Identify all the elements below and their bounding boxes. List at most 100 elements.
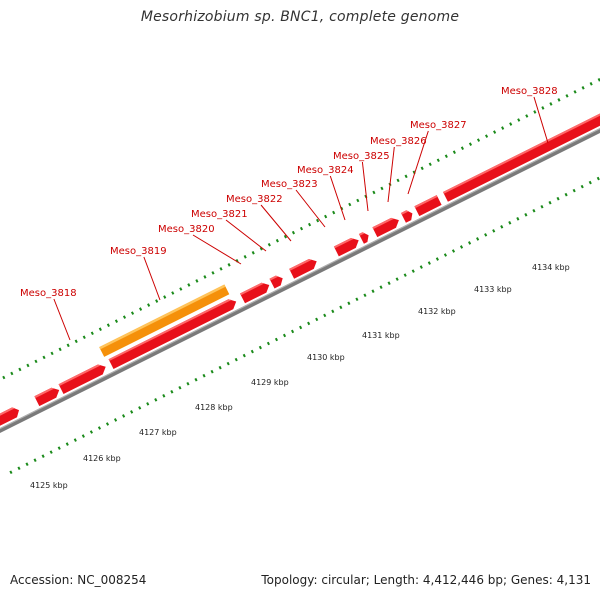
tick-mark — [122, 414, 126, 418]
tick-mark — [34, 359, 38, 364]
gene-arrow-shine — [333, 238, 354, 249]
kbp-label: 4130 kbp — [307, 353, 345, 362]
tick-mark — [251, 250, 255, 255]
tick-mark — [332, 210, 336, 215]
gene-label[interactable]: Meso_3825 — [333, 151, 390, 162]
tick-mark — [105, 422, 110, 426]
tick-mark — [435, 257, 439, 261]
gene-arrow[interactable] — [108, 299, 237, 369]
tick-mark — [525, 114, 529, 118]
gene-label[interactable]: Meso_3820 — [158, 224, 215, 235]
gene-arrow-shine — [108, 299, 232, 361]
tick-mark — [195, 279, 199, 283]
gene-arrow[interactable] — [414, 195, 442, 217]
leader-line — [329, 175, 346, 221]
tick-mark — [130, 311, 135, 315]
tick-mark — [516, 217, 520, 221]
tick-mark — [548, 200, 552, 205]
tick-mark — [139, 307, 143, 311]
tick-mark — [573, 90, 577, 94]
kbp-label: 4128 kbp — [195, 403, 233, 412]
gene-label[interactable]: Meso_3818 — [20, 288, 77, 299]
tick-mark — [427, 261, 431, 265]
tick-mark — [10, 371, 14, 376]
gene-arrow[interactable] — [358, 232, 369, 244]
leader-line — [260, 204, 292, 242]
gene-arrow-shine — [358, 232, 365, 236]
tick-mark — [283, 234, 287, 239]
tick-mark — [130, 410, 134, 414]
tick-mark — [564, 192, 568, 197]
tick-mark — [114, 319, 119, 323]
tick-mark — [549, 102, 553, 106]
leader-line — [143, 256, 161, 301]
leader-line — [53, 298, 71, 341]
selected-gene[interactable] — [99, 284, 230, 357]
tick-mark — [57, 446, 61, 450]
tick-mark — [290, 329, 295, 334]
tick-mark — [509, 122, 513, 126]
tick-mark — [540, 204, 544, 209]
tick-mark — [395, 277, 399, 281]
kbp-label: 4129 kbp — [251, 378, 289, 387]
leader-line — [225, 219, 267, 252]
gene-label[interactable]: Meso_3827 — [410, 120, 467, 131]
tick-mark — [411, 269, 415, 273]
tick-mark — [348, 202, 352, 207]
tick-mark — [355, 297, 359, 302]
tick-mark — [580, 184, 584, 189]
gene-label[interactable]: Meso_3823 — [261, 179, 318, 190]
gene-label[interactable]: Meso_3824 — [297, 165, 354, 176]
tick-mark — [154, 398, 158, 402]
gene-label[interactable]: Meso_3821 — [191, 209, 248, 220]
tick-mark — [557, 98, 561, 102]
gene-label[interactable]: Meso_3828 — [501, 86, 558, 97]
gene-features — [0, 90, 600, 426]
gene-arrow[interactable] — [34, 387, 60, 407]
tick-mark — [419, 265, 423, 269]
tick-mark — [459, 245, 464, 249]
gene-arrow[interactable] — [372, 217, 399, 238]
tick-mark — [396, 178, 400, 183]
tick-mark — [307, 222, 312, 227]
gene-arrow-shine — [0, 407, 15, 416]
gene-arrow-shine — [269, 275, 279, 281]
tick-mark — [49, 450, 53, 454]
tick-mark — [428, 162, 432, 167]
gene-arrow[interactable] — [289, 259, 317, 279]
tick-mark — [572, 188, 576, 193]
tick-mark — [524, 212, 528, 217]
tick-mark — [501, 126, 505, 130]
gene-arrow-shine — [240, 282, 265, 296]
gene-label-leaders — [53, 96, 549, 341]
kbp-label: 4126 kbp — [83, 454, 121, 463]
tick-mark — [33, 458, 37, 462]
tick-mark — [517, 118, 521, 122]
tick-mark — [178, 385, 182, 390]
tick-mark — [451, 249, 456, 253]
tick-mark — [323, 313, 327, 318]
gene-label[interactable]: Meso_3822 — [226, 194, 283, 205]
gene-arrow[interactable] — [58, 364, 106, 395]
tick-mark — [179, 287, 183, 291]
tick-mark — [25, 462, 29, 466]
tick-mark — [468, 241, 472, 245]
selected-gene-shine — [99, 284, 226, 350]
gene-arrow[interactable] — [333, 238, 359, 257]
tick-mark — [589, 82, 593, 86]
gene-label[interactable]: Meso_3826 — [370, 136, 427, 147]
tick-mark — [452, 150, 456, 154]
lower-tick-track — [9, 176, 600, 475]
genome-stats-text: Topology: circular; Length: 4,412,446 bp… — [261, 573, 591, 587]
tick-mark — [596, 176, 600, 181]
gene-arrow[interactable] — [240, 282, 270, 304]
gene-label[interactable]: Meso_3819 — [110, 246, 167, 257]
tick-mark — [436, 158, 440, 163]
tick-mark — [565, 94, 569, 98]
tick-mark — [266, 341, 270, 346]
tick-mark — [347, 301, 351, 306]
gene-arrow[interactable] — [443, 90, 600, 202]
tick-mark — [9, 470, 13, 475]
tick-mark — [363, 293, 367, 298]
